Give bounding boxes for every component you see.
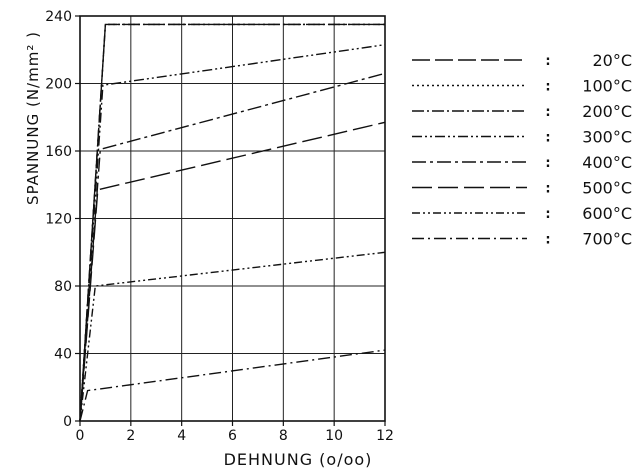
legend: : 20°C: 100°C: 200°C: 300°C: 400°C: 500°C: 600°… [412,51,632,249]
legend-label: 700°C [582,230,632,249]
legend-separator: : [545,182,550,197]
x-tick-label: 2 [126,428,135,444]
grid [80,16,385,421]
x-tick-label: 12 [376,428,394,444]
legend-separator: : [545,131,550,146]
series-line-600c [79,251,386,422]
legend-separator: : [545,233,550,248]
y-tick-label: 240 [45,9,72,25]
x-tick-label: 0 [76,428,85,444]
legend-label: 300°C [582,128,632,147]
x-tick-label: 8 [279,428,288,444]
legend-separator: : [545,54,550,69]
series-line-500c [79,121,386,422]
y-tick-label: 40 [54,347,72,363]
legend-separator: : [545,156,550,171]
legend-label: 600°C [582,204,632,223]
series-lines [79,23,386,422]
y-tick-label: 200 [45,77,72,93]
y-tick-label: 80 [54,279,72,295]
series-line-200c [79,23,385,422]
legend-label: 200°C [582,102,632,121]
y-tick-label: 0 [63,414,72,430]
series-line-400c [79,72,386,422]
legend-separator: : [545,207,550,222]
legend-separator: : [545,80,550,95]
x-axis-label: DEHNUNG (o/oo) [224,450,373,469]
x-tick-label: 10 [325,428,343,444]
legend-label: 20°C [592,51,632,70]
y-axis-label: SPANNUNG (N/mm² ) [24,31,42,205]
legend-label: 100°C [582,77,632,96]
legend-label: 500°C [582,179,632,198]
legend-separator: : [545,105,550,120]
legend-label: 400°C [582,153,632,172]
series-line-700c [79,349,386,422]
series-line-300c [79,44,386,422]
x-tick-label: 4 [177,428,186,444]
y-tick-label: 120 [45,212,72,228]
y-tick-label: 160 [45,144,72,160]
x-tick-label: 6 [228,428,237,444]
